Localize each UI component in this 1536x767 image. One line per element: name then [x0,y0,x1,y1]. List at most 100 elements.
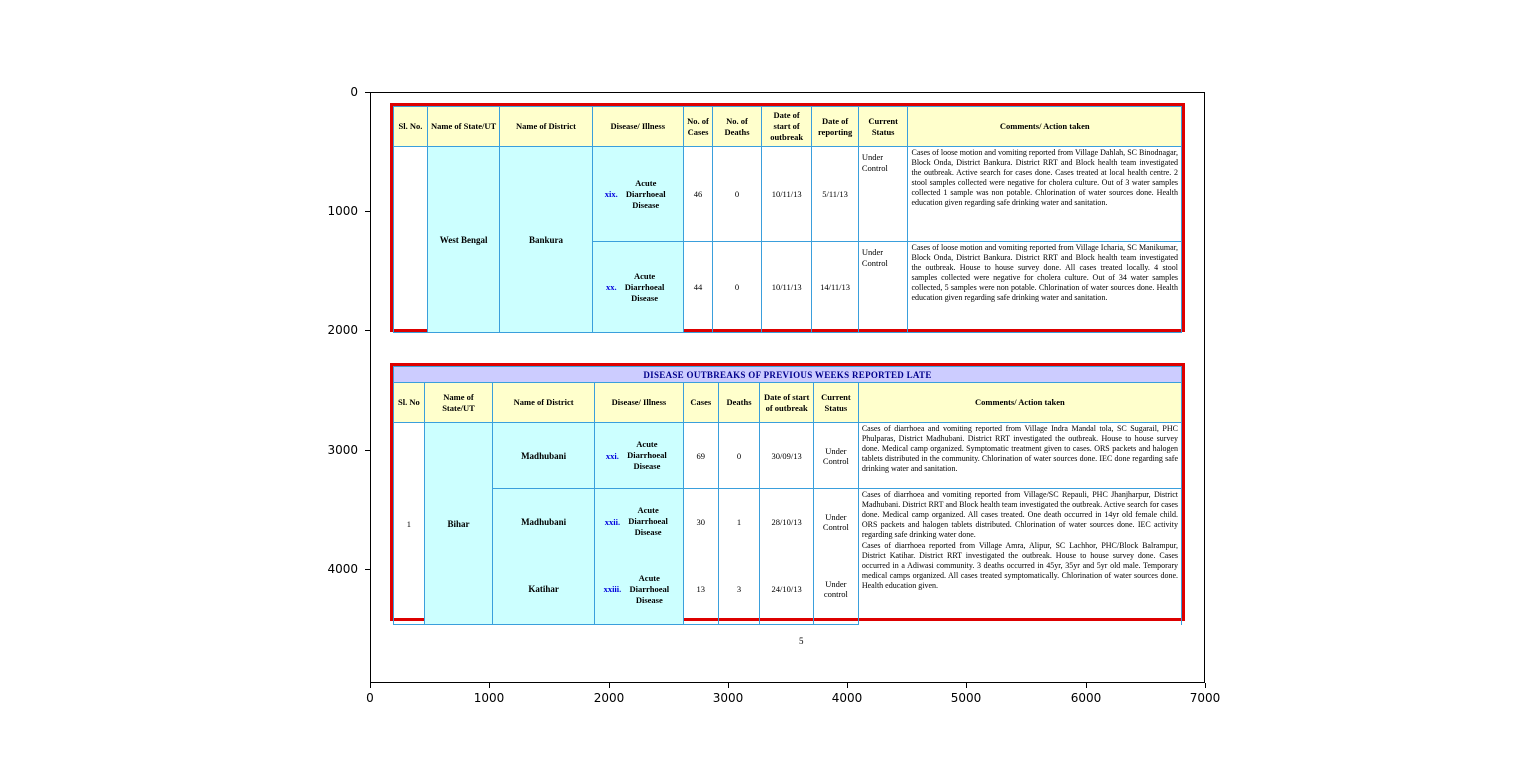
table-row: 1 Bihar Madhubani xxi. Acute Diarrhoeal … [393,422,1183,625]
cell-start-date: 28/10/13 [759,488,814,555]
x-tick [728,683,729,688]
disease-name: Acute Diarrhoeal Disease [624,270,665,303]
cell-deaths: 0 [717,422,761,489]
disease-name: Acute Diarrhoeal Disease [627,439,667,471]
cell-sl-no: 1 [393,422,425,625]
col-header-reporting-date: Date of reporting [811,106,859,147]
list-marker: xxiii. [603,584,622,595]
col-header-sl-no: Sl. No. [393,106,428,147]
col-header-disease: Disease/ Illness [593,382,684,423]
outbreak-table-current-week: Sl. No. Name of State/UT Name of Distric… [390,103,1185,333]
cell-disease: xxii. Acute Diarrhoeal Disease [593,488,684,555]
cell-disease: xxiii. Acute Diarrhoeal Disease [593,554,684,625]
cell-district: Katihar [492,554,595,625]
cell-start-date: 24/10/13 [759,554,814,625]
y-tick-label: 3000 [327,443,358,457]
table-1-header-row: Sl. No. Name of State/UT Name of Distric… [393,106,1182,147]
col-header-start-date: Date of start of outbreak [760,106,813,147]
table-2-title: DISEASE OUTBREAKS OF PREVIOUS WEEKS REPO… [393,366,1182,383]
cell-status: Under Control [857,146,909,242]
y-tick [365,450,370,451]
cell-reporting-date: 14/11/13 [811,241,859,333]
col-header-district: Name of District [492,382,595,423]
disease-name: Acute Diarrhoeal Disease [629,572,670,605]
cell-deaths: 0 [712,241,762,333]
cell-district: Madhubani [492,488,595,555]
y-tick-label: 2000 [327,323,358,337]
list-marker: xix. [604,189,618,199]
list-marker: xx. [605,282,617,292]
plot-area: Sl. No. Name of State/UT Name of Distric… [370,92,1205,683]
comment-paragraph: Cases of diarrhoea reported from Village… [861,541,1178,590]
cell-deaths: 3 [717,554,761,625]
cell-disease: xx. Acute Diarrhoeal Disease [591,241,684,333]
cell-cases: 46 [682,146,714,242]
cell-status: Under Control [812,488,859,555]
x-tick [370,683,371,688]
comment-paragraph: Cases of diarrhoea and vomiting reported… [861,490,1178,539]
cell-comments: Cases of loose motion and vomiting repor… [907,146,1182,242]
table-row: xx. Acute Diarrhoeal Disease 44 0 10/11/… [394,241,1182,333]
page-number: 5 [799,636,804,646]
table-row: Madhubani xxii. Acute Diarrhoeal Disease… [394,488,1183,625]
x-tick [1086,683,1087,688]
cell-deaths: 1 [717,488,761,555]
list-marker: xxii. [604,516,621,527]
col-header-disease: Disease/ Illness [591,106,684,147]
x-tick-label: 1000 [473,691,505,705]
disease-name: Acute Diarrhoeal Disease [628,505,668,538]
cell-start-date: 30/09/13 [759,422,814,489]
y-tick [365,211,370,212]
col-header-cases: Cases [682,382,719,423]
x-tick-label: 6000 [1070,691,1102,705]
table-row: West Bengal Bankura xix. Acute Diarrhoea… [393,146,1182,333]
col-header-state: Name of State/UT [426,106,501,147]
x-tick [847,683,848,688]
list-marker: xxi. [605,450,619,461]
cell-deaths: 0 [712,146,762,242]
x-tick-label: 7000 [1189,691,1221,705]
x-tick-label: 2000 [593,691,625,705]
cell-start-date: 10/11/13 [760,241,813,333]
y-tick-label: 1000 [327,204,358,218]
y-tick [365,92,370,93]
x-tick-label: 4000 [831,691,863,705]
x-tick [609,683,610,688]
outbreak-table-previous-weeks: DISEASE OUTBREAKS OF PREVIOUS WEEKS REPO… [390,363,1185,625]
cell-comments: Cases of loose motion and vomiting repor… [907,241,1182,333]
y-tick-label: 0 [350,85,358,99]
cell-state: Bihar [423,422,494,625]
table-2-title-row: DISEASE OUTBREAKS OF PREVIOUS WEEKS REPO… [393,366,1182,383]
x-tick-label: 5000 [950,691,982,705]
col-header-comments: Comments/ Action taken [907,106,1182,147]
col-header-comments: Comments/ Action taken [857,382,1183,423]
x-tick [489,683,490,688]
col-header-deaths: Deaths [717,382,761,423]
col-header-state: Name of State/UT [423,382,494,423]
y-tick-label: 4000 [327,562,358,576]
x-tick [1205,683,1206,688]
cell-status: Under control [812,554,859,625]
col-header-start-date: Date of start of outbreak [759,382,814,423]
table-1: Sl. No. Name of State/UT Name of Distric… [393,106,1182,333]
cell-start-date: 10/11/13 [760,146,813,242]
col-header-cases: No. of Cases [682,106,714,147]
cell-cases: 69 [682,422,719,489]
cell-district: Bankura [499,146,593,333]
table-2: DISEASE OUTBREAKS OF PREVIOUS WEEKS REPO… [393,366,1183,625]
table-row: Katihar xxiii. Acute Diarrhoeal Disease … [394,554,1182,625]
y-tick [365,330,370,331]
col-header-status: Current Status [857,106,909,147]
cell-status: Under Control [857,241,909,333]
cell-state: West Bengal [426,146,501,333]
cell-cases: 13 [682,554,719,625]
cell-cases: 44 [682,241,714,333]
cell-status: Under Control [812,422,859,489]
cell-district: Madhubani [492,422,595,489]
table-2-header-row: Sl. No Name of State/UT Name of District… [393,382,1183,423]
y-tick [365,569,370,570]
cell-reporting-date: 5/11/13 [811,146,859,242]
x-tick-label: 3000 [712,691,744,705]
cell-comments-merged: Cases of diarrhoea and vomiting reported… [857,488,1183,625]
